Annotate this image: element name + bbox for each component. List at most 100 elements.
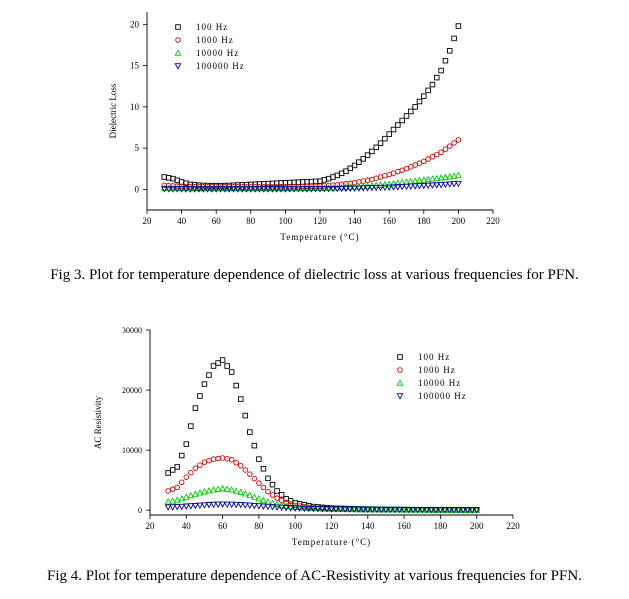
data-point bbox=[228, 369, 235, 375]
data-point bbox=[454, 171, 462, 179]
data-point bbox=[223, 501, 231, 508]
data-point bbox=[268, 186, 276, 193]
data-point bbox=[187, 491, 195, 499]
legend-label: 1000 Hz bbox=[418, 365, 456, 375]
data-point bbox=[269, 481, 276, 488]
data-point bbox=[316, 186, 324, 193]
data-point bbox=[421, 158, 427, 165]
data-point bbox=[247, 429, 253, 435]
data-point bbox=[165, 488, 171, 494]
data-point bbox=[204, 186, 212, 193]
legend-entry: 1000 Hz bbox=[397, 365, 456, 375]
data-point bbox=[269, 499, 276, 506]
x-tick-label: 100 bbox=[288, 521, 302, 531]
data-point bbox=[250, 493, 258, 500]
data-point bbox=[425, 156, 431, 162]
data-point bbox=[364, 185, 372, 192]
data-point bbox=[390, 126, 397, 133]
data-point bbox=[273, 500, 281, 507]
data-point bbox=[219, 455, 226, 461]
data-point bbox=[173, 184, 181, 192]
data-point bbox=[250, 502, 258, 510]
y-axis-label: AC Resistivity bbox=[93, 395, 103, 449]
data-point bbox=[281, 186, 289, 193]
data-point bbox=[360, 156, 367, 162]
data-point bbox=[251, 475, 258, 482]
data-point bbox=[219, 357, 226, 363]
data-point bbox=[232, 487, 240, 494]
data-point bbox=[429, 154, 436, 160]
data-point bbox=[182, 503, 190, 510]
data-point bbox=[274, 495, 280, 501]
data-point bbox=[364, 152, 371, 158]
y-tick-label: 0 bbox=[138, 506, 142, 515]
figure-4-caption: Fig 4. Plot for temperature dependence o… bbox=[47, 568, 582, 584]
ac-resistivity-chart: 20 40 60 80 100 120 140 160 180 200 220 0 10000 20000… bbox=[93, 326, 520, 547]
data-point bbox=[214, 501, 222, 508]
data-point bbox=[377, 181, 385, 188]
data-point bbox=[241, 490, 249, 497]
data-point bbox=[464, 507, 472, 514]
data-point bbox=[359, 506, 367, 513]
x-tick-label: 60 bbox=[218, 521, 228, 531]
data-point bbox=[424, 182, 432, 190]
data-point bbox=[251, 442, 258, 449]
data-point bbox=[191, 502, 199, 510]
data-point bbox=[338, 185, 346, 193]
data-point bbox=[214, 485, 222, 492]
data-point bbox=[425, 87, 431, 94]
data-point bbox=[273, 504, 281, 511]
data-point bbox=[346, 506, 354, 513]
data-point bbox=[382, 135, 388, 142]
data-point bbox=[215, 360, 221, 366]
data-point bbox=[307, 186, 315, 193]
legend-label: 100000 Hz bbox=[418, 391, 467, 401]
data-point bbox=[234, 186, 242, 193]
x-tick-label: 180 bbox=[434, 521, 448, 531]
data-point bbox=[186, 184, 194, 192]
data-point bbox=[247, 471, 253, 477]
data-point bbox=[201, 381, 208, 387]
data-point bbox=[395, 122, 401, 128]
data-point bbox=[241, 502, 249, 509]
data-point bbox=[299, 186, 307, 193]
data-point bbox=[265, 488, 271, 495]
series-1000-hz bbox=[161, 137, 462, 190]
data-point bbox=[416, 183, 423, 190]
data-point bbox=[160, 184, 168, 191]
series-10000-hz bbox=[164, 484, 481, 513]
x-tick-label: 140 bbox=[361, 521, 375, 531]
data-point bbox=[343, 168, 349, 174]
data-point bbox=[269, 504, 276, 511]
y-tick-label: 20000 bbox=[122, 386, 142, 395]
data-point bbox=[215, 455, 221, 462]
legend-entry: 1000 Hz bbox=[175, 35, 233, 45]
x-tick-label: 40 bbox=[182, 521, 192, 531]
data-point bbox=[446, 172, 454, 180]
data-point bbox=[169, 186, 177, 193]
data-point bbox=[316, 184, 324, 191]
x-tick-label: 80 bbox=[254, 521, 264, 531]
data-point bbox=[473, 507, 481, 514]
data-point bbox=[368, 185, 376, 192]
data-point bbox=[399, 117, 405, 124]
x-tick-label: 80 bbox=[246, 216, 256, 226]
data-point bbox=[364, 177, 371, 184]
x-tick-label: 200 bbox=[452, 216, 466, 226]
series-100000-hz bbox=[160, 180, 462, 193]
data-point bbox=[341, 506, 349, 513]
data-point bbox=[224, 456, 230, 462]
legend-entry: 100000 Hz bbox=[174, 61, 244, 71]
data-point bbox=[225, 186, 233, 193]
x-tick-label: 120 bbox=[325, 521, 339, 531]
legend-marker bbox=[174, 63, 182, 70]
x-axis-label: Temperature (°C) bbox=[292, 537, 371, 547]
data-point bbox=[468, 507, 476, 514]
x-tick-label: 160 bbox=[382, 216, 396, 226]
data-point bbox=[205, 487, 213, 494]
data-point bbox=[377, 140, 384, 146]
legend-marker bbox=[175, 24, 181, 30]
data-point bbox=[320, 186, 328, 193]
legend-marker bbox=[397, 367, 403, 373]
legend-marker bbox=[396, 379, 404, 386]
